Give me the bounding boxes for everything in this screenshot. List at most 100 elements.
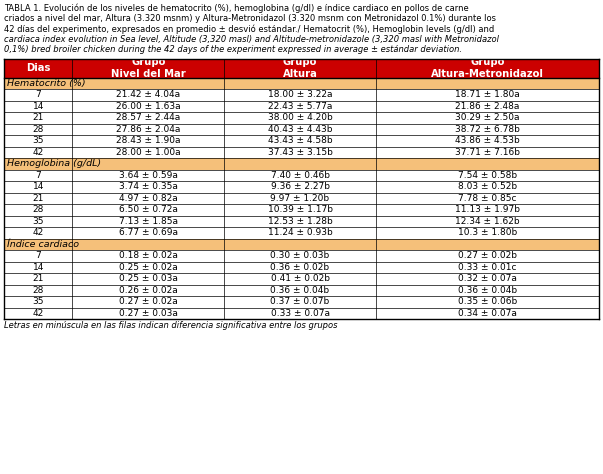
Text: 3.64 ± 0.59a: 3.64 ± 0.59a <box>119 171 178 180</box>
Text: 7.13 ± 1.85a: 7.13 ± 1.85a <box>119 217 178 226</box>
Text: 28.43 ± 1.90a: 28.43 ± 1.90a <box>116 136 180 145</box>
Text: 0.36 ± 0.04b: 0.36 ± 0.04b <box>271 286 330 295</box>
Bar <box>4 181 599 192</box>
Text: 26.00 ± 1.63a: 26.00 ± 1.63a <box>116 102 181 111</box>
Text: 12.53 ± 1.28b: 12.53 ± 1.28b <box>268 217 332 226</box>
Text: Letras en minúscula en las filas indican diferencia significativa entre los grup: Letras en minúscula en las filas indican… <box>4 321 338 330</box>
Text: 11.24 ± 0.93b: 11.24 ± 0.93b <box>268 228 332 237</box>
Text: 0.34 ± 0.07a: 0.34 ± 0.07a <box>458 309 517 318</box>
Text: 42 días del experimento, expresados en promedio ± desvió estándar./ Hematocrit (: 42 días del experimento, expresados en p… <box>4 24 494 34</box>
Text: 0.27 ± 0.02b: 0.27 ± 0.02b <box>458 251 517 260</box>
Text: 6.50 ± 0.72a: 6.50 ± 0.72a <box>119 205 178 214</box>
Text: 0.37 ± 0.07b: 0.37 ± 0.07b <box>270 297 330 306</box>
Text: 9.97 ± 1.20b: 9.97 ± 1.20b <box>271 194 330 203</box>
Text: 28: 28 <box>33 286 44 295</box>
Text: 0.25 ± 0.03a: 0.25 ± 0.03a <box>119 274 178 283</box>
Bar <box>4 158 599 170</box>
Text: 37.43 ± 3.15b: 37.43 ± 3.15b <box>268 148 332 157</box>
Text: 0.26 ± 0.02a: 0.26 ± 0.02a <box>119 286 178 295</box>
Text: 0,1%) bred broiler chicken during the 42 days of the experiment expressed in ave: 0,1%) bred broiler chicken during the 42… <box>4 45 462 54</box>
Text: 21.42 ± 4.04a: 21.42 ± 4.04a <box>116 90 180 99</box>
Text: 11.13 ± 1.97b: 11.13 ± 1.97b <box>455 205 520 214</box>
Text: 0.36 ± 0.02b: 0.36 ± 0.02b <box>271 263 330 272</box>
Text: 0.18 ± 0.02a: 0.18 ± 0.02a <box>119 251 178 260</box>
Text: 8.03 ± 0.52b: 8.03 ± 0.52b <box>458 182 517 191</box>
Bar <box>4 192 599 204</box>
Bar <box>4 146 599 158</box>
Bar <box>4 238 599 250</box>
Text: 37.71 ± 7.16b: 37.71 ± 7.16b <box>455 148 520 157</box>
Text: 0.33 ± 0.01c: 0.33 ± 0.01c <box>458 263 517 272</box>
Text: 0.25 ± 0.02a: 0.25 ± 0.02a <box>119 263 178 272</box>
Text: 35: 35 <box>33 217 44 226</box>
Text: 22.43 ± 5.77a: 22.43 ± 5.77a <box>268 102 332 111</box>
Text: 14: 14 <box>33 102 44 111</box>
Text: 38.72 ± 6.78b: 38.72 ± 6.78b <box>455 125 520 134</box>
Bar <box>4 308 599 319</box>
Text: 35: 35 <box>33 297 44 306</box>
Text: Grupo
Altura: Grupo Altura <box>283 57 317 79</box>
Text: 40.43 ± 4.43b: 40.43 ± 4.43b <box>268 125 332 134</box>
Bar <box>4 58 599 78</box>
Bar <box>4 227 599 238</box>
Text: TABLA 1. Evolución de los niveles de hematocrito (%), hemoglobina (g/dl) e índic: TABLA 1. Evolución de los niveles de hem… <box>4 3 469 12</box>
Bar <box>4 170 599 181</box>
Text: cardiaca index evolution in Sea level, Altitude (3,320 masl) and Altitude-metron: cardiaca index evolution in Sea level, A… <box>4 35 499 44</box>
Text: 30.29 ± 2.50a: 30.29 ± 2.50a <box>455 113 520 122</box>
Text: criados a nivel del mar, Altura (3.320 msnm) y Altura-Metronidazol (3.320 msnm c: criados a nivel del mar, Altura (3.320 m… <box>4 13 496 22</box>
Text: 42: 42 <box>33 309 44 318</box>
Bar <box>4 78 599 89</box>
Text: 42: 42 <box>33 148 44 157</box>
Bar <box>4 124 599 135</box>
Text: 4.97 ± 0.82a: 4.97 ± 0.82a <box>119 194 178 203</box>
Text: 0.41 ± 0.02b: 0.41 ± 0.02b <box>271 274 329 283</box>
Text: 7.40 ± 0.46b: 7.40 ± 0.46b <box>271 171 329 180</box>
Text: 0.36 ± 0.04b: 0.36 ± 0.04b <box>458 286 517 295</box>
Bar <box>4 262 599 273</box>
Text: 7.78 ± 0.85c: 7.78 ± 0.85c <box>458 194 517 203</box>
Text: 7.54 ± 0.58b: 7.54 ± 0.58b <box>458 171 517 180</box>
Text: 0.32 ± 0.07a: 0.32 ± 0.07a <box>458 274 517 283</box>
Text: 28.57 ± 2.44a: 28.57 ± 2.44a <box>116 113 180 122</box>
Text: 9.36 ± 2.27b: 9.36 ± 2.27b <box>271 182 329 191</box>
Text: 0.27 ± 0.03a: 0.27 ± 0.03a <box>119 309 178 318</box>
Text: 0.30 ± 0.03b: 0.30 ± 0.03b <box>270 251 330 260</box>
Text: Grupo
Nivel del Mar: Grupo Nivel del Mar <box>111 57 186 79</box>
Text: 12.34 ± 1.62b: 12.34 ± 1.62b <box>455 217 520 226</box>
Text: Hemoglobina (g/dL): Hemoglobina (g/dL) <box>7 159 101 168</box>
Text: 10.3 ± 1.80b: 10.3 ± 1.80b <box>458 228 517 237</box>
Text: 18.71 ± 1.80a: 18.71 ± 1.80a <box>455 90 520 99</box>
Text: 14: 14 <box>33 263 44 272</box>
Text: 21: 21 <box>33 194 44 203</box>
Text: 27.86 ± 2.04a: 27.86 ± 2.04a <box>116 125 180 134</box>
Bar <box>4 135 599 146</box>
Text: 0.33 ± 0.07a: 0.33 ± 0.07a <box>271 309 329 318</box>
Text: 28: 28 <box>33 125 44 134</box>
Bar <box>4 250 599 262</box>
Text: 14: 14 <box>33 182 44 191</box>
Text: 43.43 ± 4.58b: 43.43 ± 4.58b <box>268 136 332 145</box>
Text: 21.86 ± 2.48a: 21.86 ± 2.48a <box>455 102 520 111</box>
Text: 0.35 ± 0.06b: 0.35 ± 0.06b <box>458 297 517 306</box>
Text: 42: 42 <box>33 228 44 237</box>
Text: 10.39 ± 1.17b: 10.39 ± 1.17b <box>268 205 332 214</box>
Text: 28: 28 <box>33 205 44 214</box>
Bar <box>4 204 599 216</box>
Text: 38.00 ± 4.20b: 38.00 ± 4.20b <box>268 113 332 122</box>
Bar <box>4 100 599 112</box>
Text: Grupo
Altura-Metronidazol: Grupo Altura-Metronidazol <box>431 57 544 79</box>
Text: 21: 21 <box>33 113 44 122</box>
Text: 7: 7 <box>36 251 41 260</box>
Bar <box>4 112 599 124</box>
Text: Dias: Dias <box>26 63 51 73</box>
Text: 43.86 ± 4.53b: 43.86 ± 4.53b <box>455 136 520 145</box>
Bar <box>4 216 599 227</box>
Text: 21: 21 <box>33 274 44 283</box>
Text: 0.27 ± 0.02a: 0.27 ± 0.02a <box>119 297 178 306</box>
Bar <box>4 89 599 100</box>
Text: 3.74 ± 0.35a: 3.74 ± 0.35a <box>119 182 178 191</box>
Text: Índice cardiaco: Índice cardiaco <box>7 240 79 249</box>
Text: 18.00 ± 3.22a: 18.00 ± 3.22a <box>268 90 332 99</box>
Text: Hematocrito (%): Hematocrito (%) <box>7 79 86 88</box>
Text: 28.00 ± 1.00a: 28.00 ± 1.00a <box>116 148 181 157</box>
